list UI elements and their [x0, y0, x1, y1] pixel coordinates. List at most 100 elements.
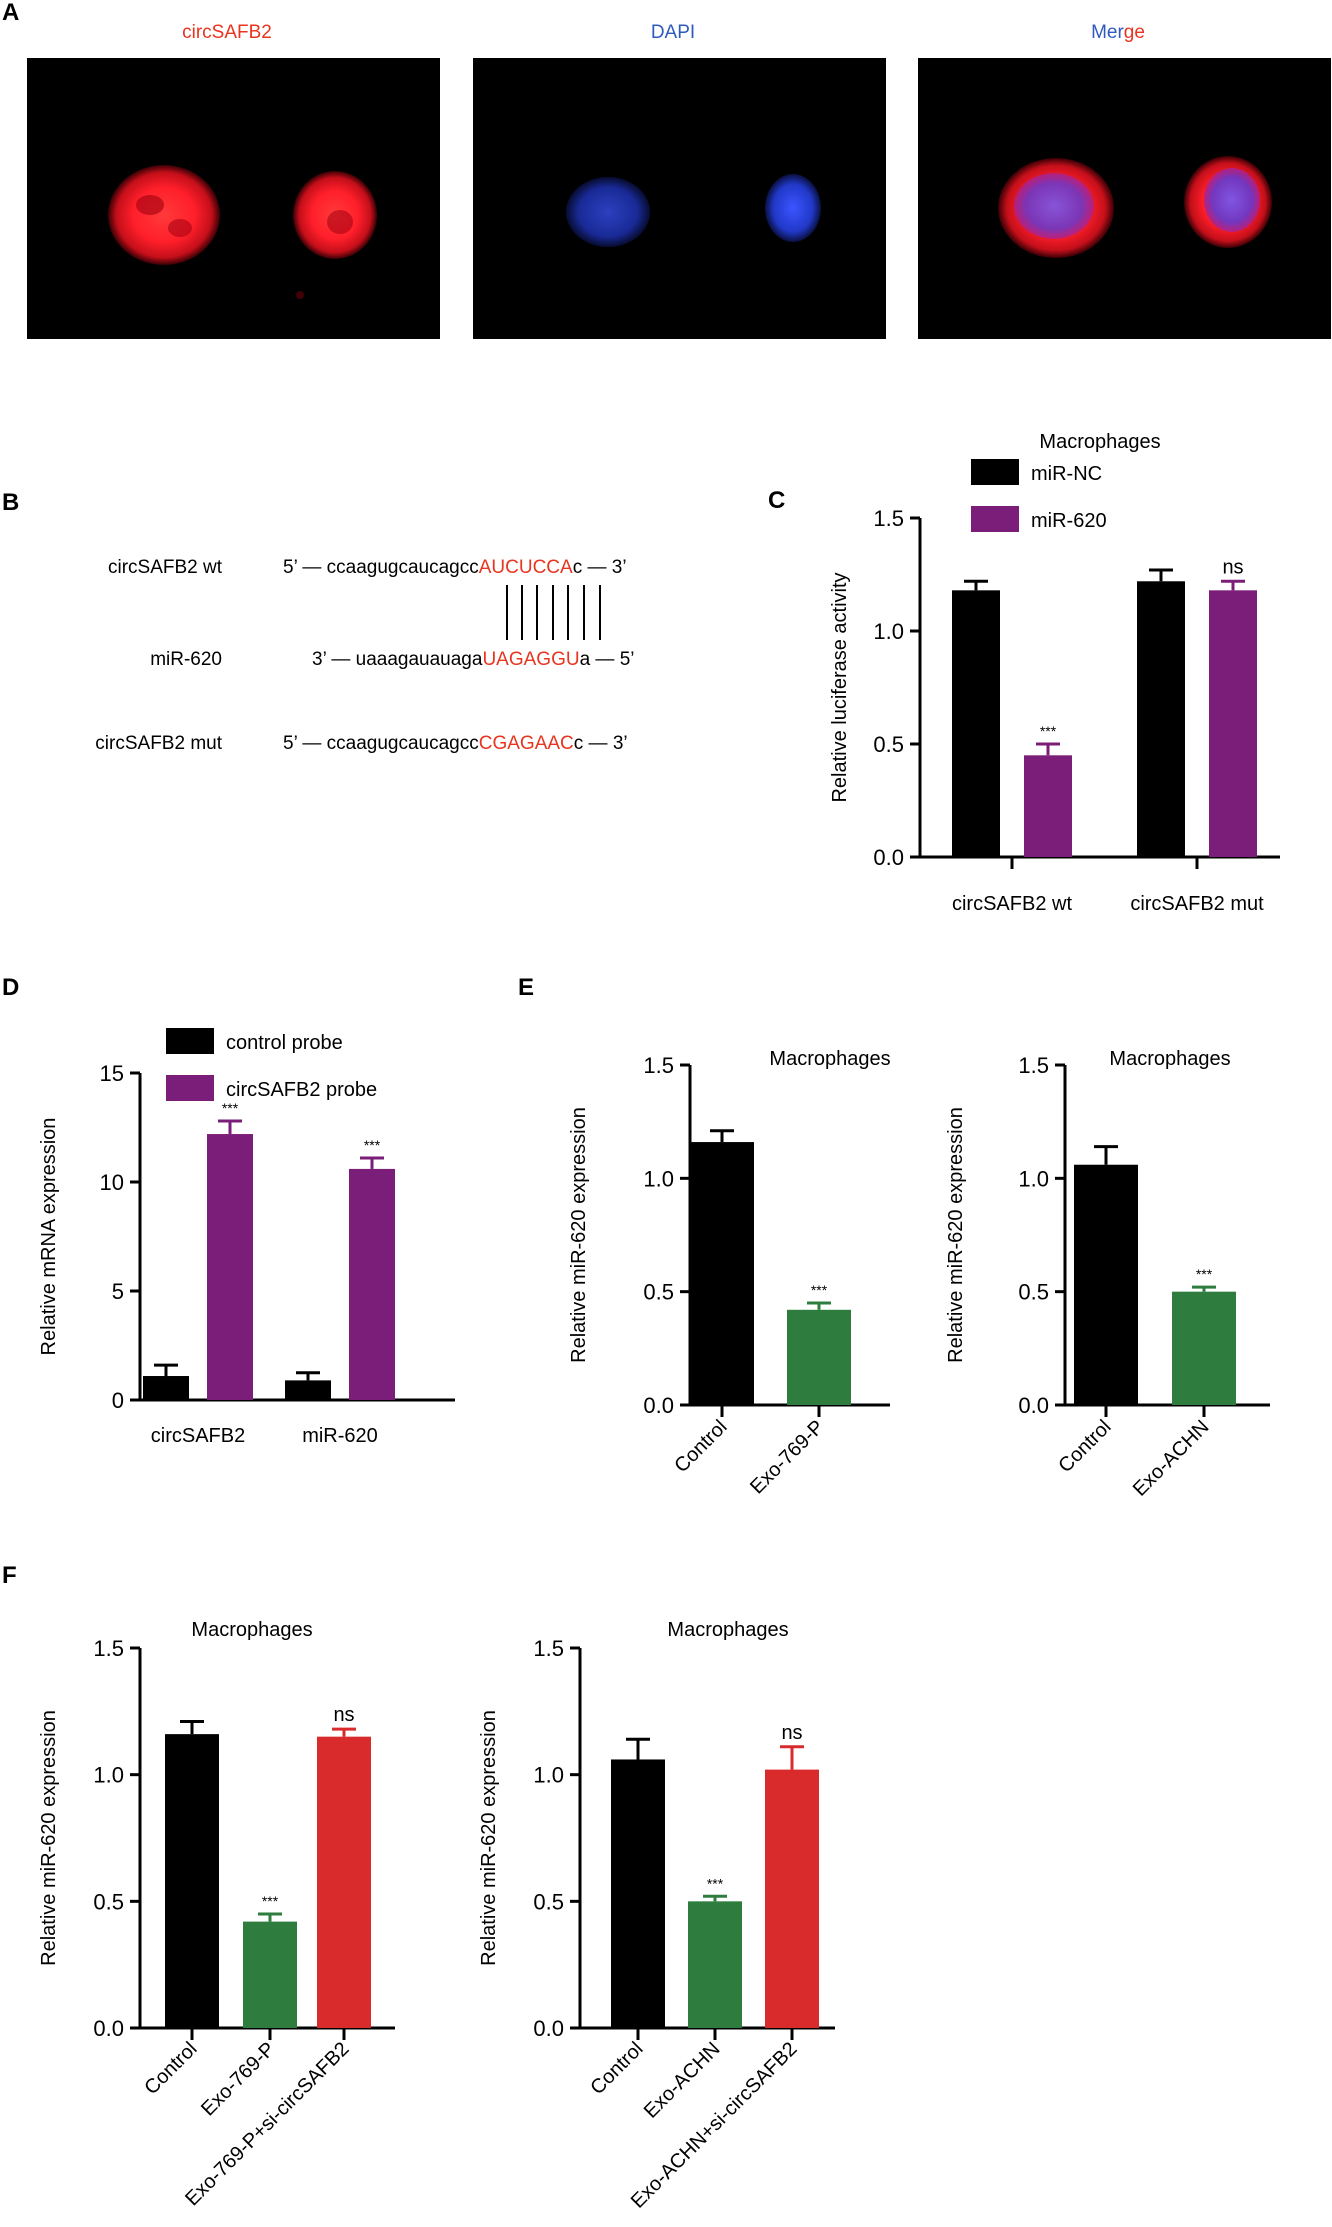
seq-label-wt: circSAFB2 wt: [108, 557, 223, 578]
y-axis-label: Relative luciferase activity: [829, 572, 851, 802]
bar: [349, 1168, 395, 1400]
dapi-fluorescence-image: [473, 58, 886, 339]
y-axis-label: Relative miR-620 expression: [568, 1107, 590, 1363]
x-tick-label: Exo-ACHN+si-circSAFB2: [627, 2038, 802, 2213]
chart-e-achn: 0.0 0.5 1.0 1.5 Relative miR-620 expression M…: [945, 1048, 1270, 1501]
panel-letter-f: F: [2, 1562, 17, 1589]
y-tick-label: 1.5: [1018, 1053, 1049, 1078]
seq-mut-site: CGAGAAC: [479, 733, 574, 754]
base-pairing-lines: [506, 585, 601, 640]
y-axis-label: Relative miR-620 expression: [38, 1710, 60, 1966]
panel-letter-a: A: [2, 0, 19, 26]
seq-mut-prefix: 5’ — ccaagugcaucagcc: [283, 733, 479, 754]
y-tick-label: 1.5: [533, 1636, 564, 1661]
significance-label: ns: [781, 1722, 802, 1744]
bar: [1209, 590, 1257, 857]
y-tick-label: 1.0: [643, 1166, 674, 1191]
bar: [952, 590, 1000, 857]
x-tick-label: Control: [140, 2038, 201, 2099]
chart-f-achn: 0.0 0.5 1.0 1.5 Relative miR-620 expression M…: [478, 1619, 835, 2213]
x-tick-label: Exo-ACHN: [640, 2038, 725, 2123]
y-tick-label: 0: [112, 1388, 124, 1413]
seq-mut-suffix: c — 3’: [574, 733, 628, 754]
y-tick-label: 0.5: [93, 1889, 124, 1914]
significance-label: ***: [364, 1137, 381, 1153]
y-tick-label: 0.0: [533, 2016, 564, 2041]
bar: [690, 1142, 754, 1405]
panel-letter-d: D: [2, 974, 19, 1001]
chart-d-pulldown: 0 5 10 15 Relative mRNA expression control pr…: [38, 1028, 455, 1447]
y-tick-label: 10: [100, 1170, 124, 1195]
bar: [317, 1736, 371, 2028]
merge-fluorescence-image: [918, 58, 1331, 339]
chart-title: Macrophages: [1039, 431, 1160, 453]
bar: [143, 1376, 189, 1400]
merge-title-part2: ge: [1124, 22, 1145, 43]
chart-c-luciferase: 0.0 0.5 1.0 1.5 Relative luciferase activity…: [829, 431, 1280, 915]
seq-mir-site: UAGAGGU: [482, 649, 579, 670]
x-tick-label: Control: [1054, 1416, 1115, 1477]
chart-f-769p: 0.0 0.5 1.0 1.5 Relative miR-620 expression M…: [38, 1619, 395, 2210]
seq-wt-site: AUCUCCA: [479, 557, 573, 578]
bar: [787, 1309, 851, 1405]
merge-channel-title: Merge: [1091, 22, 1145, 43]
significance-label: ***: [707, 1875, 724, 1891]
x-tick-label: Exo-769-P: [746, 1416, 828, 1498]
bar: [688, 1901, 742, 2028]
bar: [243, 1921, 297, 2028]
y-tick-label: 0.5: [643, 1280, 674, 1305]
circsafb2-fluorescence-image: [27, 58, 440, 339]
seq-label-mut: circSAFB2 mut: [95, 733, 222, 754]
bar: [1074, 1164, 1138, 1405]
legend-label: miR-NC: [1031, 463, 1102, 485]
seq-mir-prefix: 3’ — uaaagauauaga: [312, 649, 483, 670]
x-tick-label: circSAFB2 mut: [1130, 893, 1264, 915]
y-axis-label: Relative miR-620 expression: [945, 1107, 967, 1363]
legend-label: control probe: [226, 1032, 343, 1054]
significance-label: ***: [811, 1282, 828, 1298]
x-tick-label: circSAFB2: [151, 1425, 245, 1447]
y-tick-label: 1.5: [643, 1053, 674, 1078]
legend-swatch: [971, 506, 1019, 532]
dapi-channel-title: DAPI: [651, 22, 695, 43]
y-axis-label: Relative mRNA expression: [38, 1118, 60, 1356]
x-tick-label: miR-620: [302, 1425, 378, 1447]
chart-title: Macrophages: [667, 1619, 788, 1641]
y-tick-label: 0.0: [643, 1393, 674, 1418]
circsafb2-channel-title: circSAFB2: [182, 22, 272, 43]
x-tick-label: Control: [586, 2038, 647, 2099]
chart-title: Macrophages: [769, 1048, 890, 1070]
chart-title: Macrophages: [191, 1619, 312, 1641]
legend-swatch: [166, 1075, 214, 1101]
bar: [1137, 581, 1185, 857]
y-tick-label: 0.0: [93, 2016, 124, 2041]
y-tick-label: 1.0: [533, 1763, 564, 1788]
significance-label: ***: [1040, 723, 1057, 739]
bar: [1024, 755, 1072, 857]
x-tick-label: Control: [670, 1416, 731, 1477]
seq-wt-suffix: c — 3’: [573, 557, 627, 578]
significance-label: ns: [333, 1704, 354, 1726]
chart-title: Macrophages: [1109, 1048, 1230, 1070]
seq-mut: 5’ — ccaagugcaucagccCGAGAACc — 3’: [283, 733, 628, 754]
legend-swatch: [971, 459, 1019, 485]
bar: [765, 1769, 819, 2028]
bar: [611, 1759, 665, 2028]
y-tick-label: 0.5: [1018, 1280, 1049, 1305]
x-tick-label: Exo-ACHN: [1129, 1416, 1214, 1501]
y-tick-label: 1.5: [873, 506, 904, 531]
y-axis-label: Relative miR-620 expression: [478, 1710, 500, 1966]
bar: [1172, 1291, 1236, 1405]
y-tick-label: 1.0: [93, 1763, 124, 1788]
significance-label: ns: [1222, 556, 1243, 578]
legend-swatch: [166, 1028, 214, 1054]
merge-title-part1: Mer: [1091, 22, 1124, 43]
y-tick-label: 15: [100, 1061, 124, 1086]
legend-label: miR-620: [1031, 510, 1107, 532]
significance-label: ***: [262, 1893, 279, 1909]
seq-mir: 3’ — uaaagauauagaUAGAGGUa — 5’: [312, 649, 635, 670]
bar: [285, 1380, 331, 1400]
significance-label: ***: [1196, 1266, 1213, 1282]
y-tick-label: 5: [112, 1279, 124, 1304]
